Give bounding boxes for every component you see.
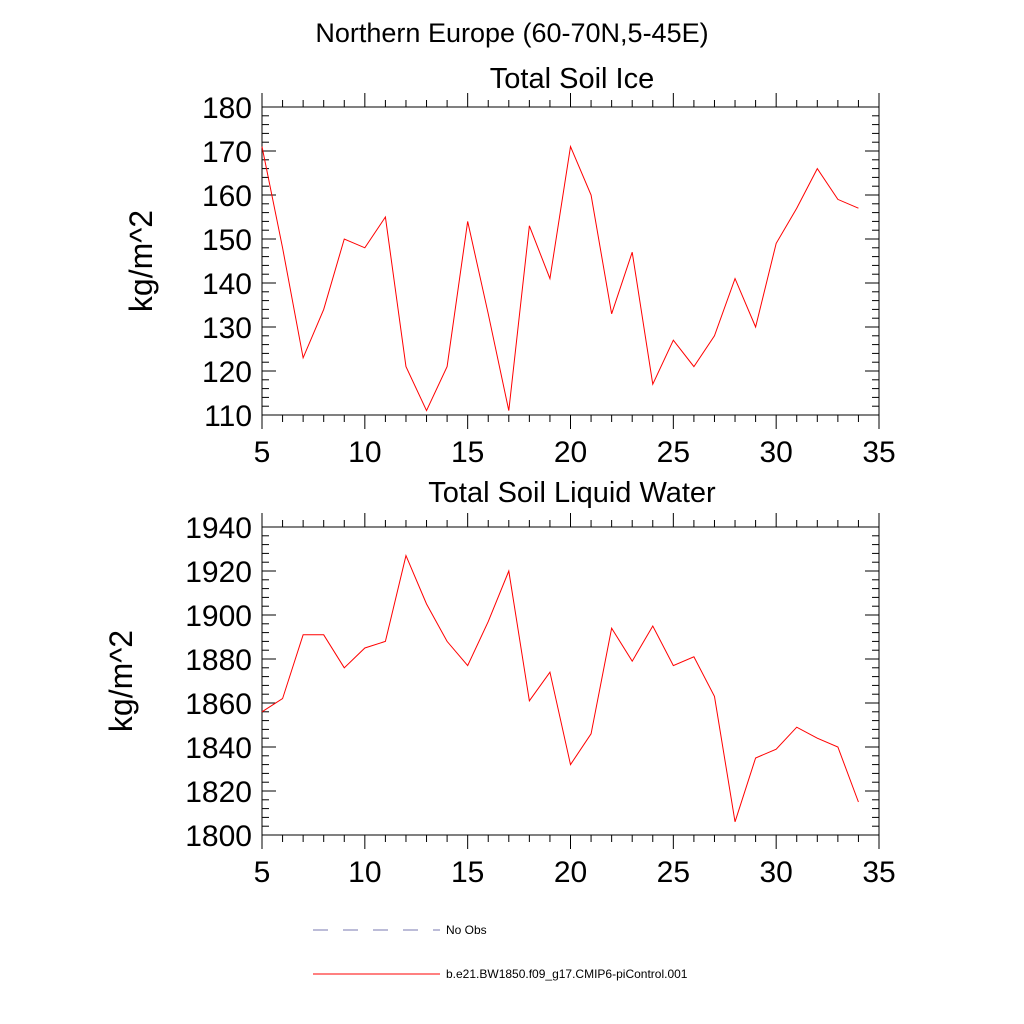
y-tick-label: 140 xyxy=(202,268,252,301)
y-tick-label: 1920 xyxy=(185,556,252,589)
y-tick-label: 180 xyxy=(202,92,252,125)
y-axis-label: kg/m^2 xyxy=(103,630,139,732)
x-tick-label: 25 xyxy=(657,436,690,469)
y-tick-label: 130 xyxy=(202,312,252,345)
panel-total-soil-ice: Total Soil Ice kg/m^2 5 10 15 20 25 30 35 110 12… xyxy=(123,63,896,469)
legend-label-control-run: b.e21.BW1850.f09_g17.CMIP6-piControl.001 xyxy=(446,967,688,981)
y-tick-label: 1820 xyxy=(185,776,252,809)
y-tick-label: 1860 xyxy=(185,688,252,721)
x-tick-label: 20 xyxy=(554,856,587,889)
panel-title: Total Soil Liquid Water xyxy=(428,477,716,509)
x-tick-label: 30 xyxy=(759,436,792,469)
x-tick-label: 20 xyxy=(554,436,587,469)
series-line xyxy=(261,144,859,412)
y-tick-label: 170 xyxy=(202,136,252,169)
y-tick-label: 160 xyxy=(202,180,252,213)
y-tick-label: 1800 xyxy=(185,820,252,853)
y-tick-label: 1840 xyxy=(185,732,252,765)
panel-total-soil-liquid-water: Total Soil Liquid Water kg/m^2 5 10 15 20 25… xyxy=(103,477,896,889)
x-tick-label: 35 xyxy=(862,856,895,889)
x-tick-label: 25 xyxy=(657,856,690,889)
y-tick-label: 1880 xyxy=(185,644,252,677)
y-tick-label: 1900 xyxy=(185,600,252,633)
plot-frame xyxy=(261,526,880,836)
x-tick-label: 35 xyxy=(862,436,895,469)
legend-label-no-obs: No Obs xyxy=(446,923,487,937)
x-tick-label: 5 xyxy=(254,856,271,889)
y-tick-label: 120 xyxy=(202,356,252,389)
legend: No Obs b.e21.BW1850.f09_g17.CMIP6-piCont… xyxy=(313,923,688,981)
figure-suptitle: Northern Europe (60-70N,5-45E) xyxy=(315,18,708,48)
x-tick-label: 30 xyxy=(759,856,792,889)
x-tick-label: 5 xyxy=(254,436,271,469)
panel-title: Total Soil Ice xyxy=(490,63,654,95)
y-tick-label: 110 xyxy=(204,400,252,433)
x-tick-label: 15 xyxy=(451,436,484,469)
x-tick-label: 10 xyxy=(348,436,381,469)
y-tick-label: 1940 xyxy=(185,512,252,545)
plot-frame xyxy=(261,106,880,416)
x-tick-label: 15 xyxy=(451,856,484,889)
y-tick-label: 150 xyxy=(202,224,252,257)
y-axis-label: kg/m^2 xyxy=(123,210,159,312)
series-line xyxy=(261,554,859,822)
x-tick-label: 10 xyxy=(348,856,381,889)
